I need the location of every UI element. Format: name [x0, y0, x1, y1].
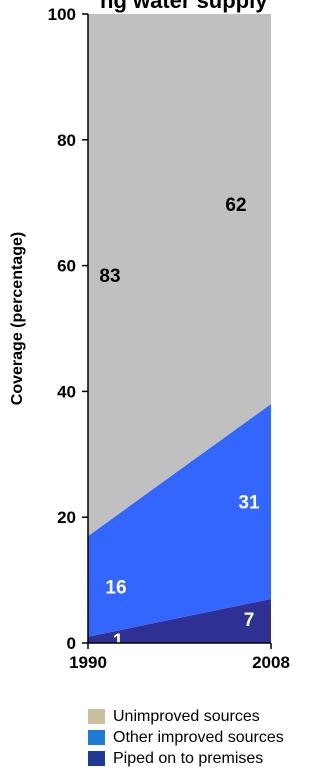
- y-tick-label: 20: [57, 508, 76, 527]
- legend-item: Other improved sources: [88, 727, 284, 748]
- y-tick-label: 0: [67, 634, 76, 653]
- x-tick-label: 1990: [69, 653, 107, 672]
- data-label-layer: 1 7 16 31 83 62: [99, 195, 260, 652]
- area-unimproved-sources: [88, 14, 271, 537]
- data-label: 62: [225, 195, 246, 216]
- legend-item: Unimproved sources: [88, 706, 284, 727]
- data-label: 31: [238, 492, 260, 513]
- y-tick-label: 40: [57, 382, 76, 401]
- legend-swatch: [88, 709, 105, 724]
- data-label: 7: [244, 610, 255, 631]
- y-axis-label: Coverage (percentage): [9, 232, 26, 405]
- legend-item: Piped on to premises: [88, 748, 284, 769]
- area-layer: [88, 14, 271, 643]
- legend-label: Unimproved sources: [113, 707, 260, 725]
- legend-label: Other improved sources: [113, 728, 284, 746]
- y-tick-label: 60: [57, 257, 76, 276]
- y-tick-label: 100: [48, 5, 76, 24]
- y-tick-label: 80: [57, 131, 76, 150]
- x-tick-label: 2008: [252, 653, 290, 672]
- axes: 0 20 40 60 80 100 1990 2008: [48, 5, 290, 672]
- legend-label: Piped on to premises: [113, 749, 264, 767]
- data-label: 83: [99, 266, 120, 287]
- chart-title: ng water supply: [100, 0, 268, 13]
- legend: Unimproved sources Other improved sources…: [88, 706, 284, 769]
- legend-swatch: [88, 751, 105, 766]
- area-piped-on-to-premises: [88, 598, 271, 643]
- data-label: 1: [113, 631, 124, 652]
- data-label: 16: [105, 577, 126, 598]
- legend-swatch: [88, 730, 105, 745]
- area-other-improved-sources: [88, 403, 271, 637]
- stacked-area-chart: ng water supply Coverage (percentage) 1 7…: [9, 0, 290, 672]
